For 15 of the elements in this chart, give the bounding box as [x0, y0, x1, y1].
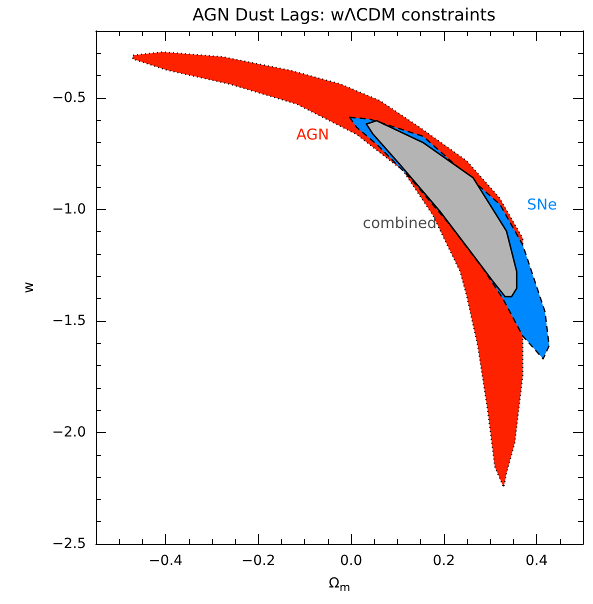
- y-tick-label: −2.5: [52, 536, 86, 552]
- y-tick-label: −2.0: [52, 424, 86, 440]
- x-tick-label: −0.4: [148, 553, 183, 569]
- series-label: AGN: [296, 125, 330, 144]
- y-tick-label: −1.5: [52, 312, 86, 329]
- x-tick-label: 0.4: [525, 553, 548, 569]
- x-tick-label: 0.0: [340, 553, 362, 569]
- y-tick-label: −1.0: [52, 201, 86, 218]
- legend-label: SNe: [526, 196, 557, 214]
- x-tick-label: 0.2: [432, 553, 455, 569]
- y-tick-label: −0.5: [52, 90, 86, 106]
- x-tick-label: −0.2: [241, 553, 276, 569]
- y-axis-title: w: [21, 282, 37, 294]
- series-label: combined: [362, 214, 437, 232]
- chart-title: AGN Dust Lags: wΛCDM constraints: [192, 6, 496, 26]
